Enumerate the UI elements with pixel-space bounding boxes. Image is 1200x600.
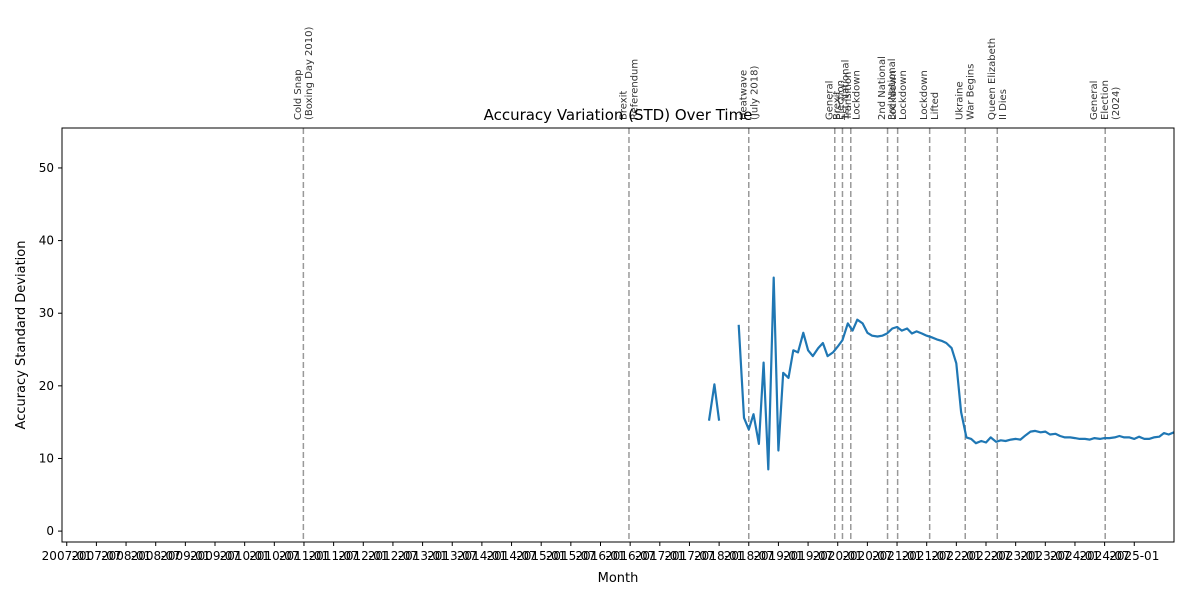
x-tick-label: 2023-07	[1020, 549, 1070, 563]
x-tick-label: 2016-01	[575, 549, 625, 563]
x-tick-label: 2010-01	[220, 549, 270, 563]
y-tick-label: 30	[39, 306, 54, 320]
event-label: (July 2018)	[749, 65, 760, 120]
x-tick-label: 2022-07	[961, 549, 1011, 563]
event-label: 1st National	[840, 60, 851, 120]
x-axis-label: Month	[598, 571, 639, 586]
event-label: Election	[1100, 80, 1111, 120]
event-label: General	[824, 81, 835, 120]
x-tick-label: 2014-01	[457, 549, 507, 563]
event-lines: Cold Snap (Boxing Day 2010) Brexit Referend…	[293, 26, 1122, 542]
event-label: Lifted	[930, 92, 941, 120]
x-tick-label: 2019-01	[753, 549, 803, 563]
event-label: Lockdown	[851, 70, 862, 120]
x-tick-label: 2008-07	[131, 549, 181, 563]
x-tick-label: 2007-01	[42, 549, 92, 563]
event-label: Lockdown	[888, 70, 899, 120]
x-tick-label: 2018-07	[724, 549, 774, 563]
event-label: War Begins	[966, 64, 977, 120]
event-label: 2nd National	[877, 56, 888, 120]
event-label: (2024)	[1111, 87, 1122, 120]
x-tick-label: 2008-01	[101, 549, 151, 563]
x-axis-ticks: 2007-012007-072008-012008-072009-012009-…	[42, 542, 1159, 563]
event-label: Heatwave	[738, 70, 749, 120]
series-line	[707, 383, 721, 421]
x-tick-label: 2013-01	[398, 549, 448, 563]
x-tick-label: 2021-07	[902, 549, 952, 563]
series-line	[737, 276, 1175, 471]
event-label: Brexit	[618, 91, 629, 120]
y-tick-label: 50	[39, 161, 54, 175]
x-tick-label: 2009-01	[160, 549, 210, 563]
event-label: II Dies	[998, 89, 1009, 120]
x-tick-label: 2011-01	[279, 549, 329, 563]
event-label: Referendum	[629, 59, 640, 120]
event-label: Cold Snap	[293, 69, 304, 120]
x-tick-label: 2015-07	[546, 549, 596, 563]
x-tick-label: 2020-01	[813, 549, 863, 563]
y-axis-label: Accuracy Standard Deviation	[14, 241, 29, 430]
x-tick-label: 2015-01	[516, 549, 566, 563]
event-label: General	[1089, 81, 1100, 120]
x-tick-label: 2012-01	[338, 549, 388, 563]
y-tick-label: 0	[46, 524, 54, 538]
x-tick-label: 2018-01	[694, 549, 744, 563]
x-tick-label: 2009-07	[190, 549, 240, 563]
y-tick-label: 20	[39, 379, 54, 393]
x-tick-label: 2025-01	[1109, 549, 1159, 563]
event-label: Ukraine	[955, 81, 966, 120]
x-tick-label: 2012-07	[368, 549, 418, 563]
event-label: 3rd National	[887, 59, 898, 121]
event-label: Brexit	[832, 91, 843, 120]
x-tick-label: 2017-07	[664, 549, 714, 563]
event-label: Lockdown	[898, 70, 909, 120]
event-label: Transition	[843, 72, 854, 121]
x-tick-label: 2013-07	[427, 549, 477, 563]
x-tick-label: 2024-07	[1080, 549, 1130, 563]
event-label: Queen Elizabeth	[987, 38, 998, 120]
x-tick-label: 2020-07	[842, 549, 892, 563]
x-tick-label: 2019-07	[783, 549, 833, 563]
x-tick-label: 2016-07	[605, 549, 655, 563]
y-tick-label: 40	[39, 234, 54, 248]
event-label: Election	[835, 80, 846, 120]
x-tick-label: 2022-01	[931, 549, 981, 563]
x-tick-label: 2017-01	[635, 549, 685, 563]
x-tick-label: 2021-01	[872, 549, 922, 563]
x-tick-label: 2011-07	[309, 549, 359, 563]
x-tick-label: 2010-07	[249, 549, 299, 563]
series-lines	[707, 276, 1175, 471]
x-tick-label: 2024-01	[1050, 549, 1100, 563]
y-axis-ticks: 0 10 20 30 40 50	[39, 161, 62, 538]
y-tick-label: 10	[39, 451, 54, 465]
event-label: (Boxing Day 2010)	[304, 26, 315, 120]
event-label: Lockdown	[919, 70, 930, 120]
x-tick-label: 2023-01	[991, 549, 1041, 563]
x-tick-label: 2014-07	[486, 549, 536, 563]
plot-frame	[61, 127, 1175, 543]
x-tick-label: 2007-07	[71, 549, 121, 563]
chart-title: Accuracy Variation (STD) Over Time	[484, 106, 753, 124]
